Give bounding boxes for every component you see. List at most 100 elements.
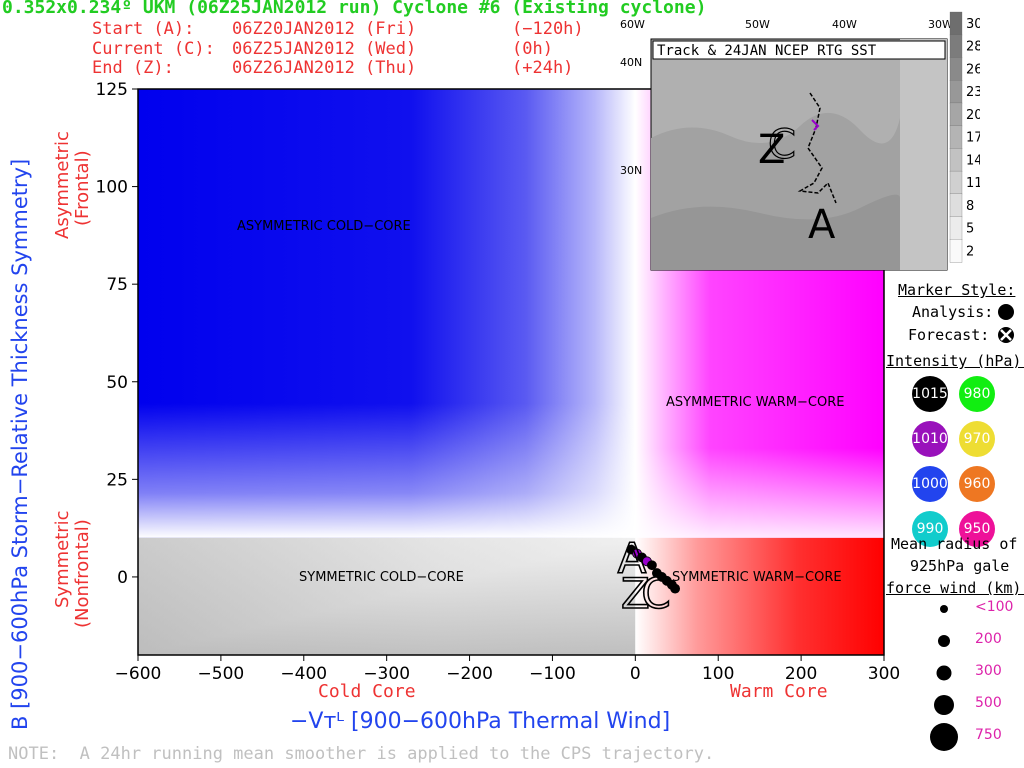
inset-track-line	[797, 92, 837, 204]
colorbar-segment	[949, 11, 963, 36]
radius-dot	[934, 695, 954, 715]
x-sub-cold-core: Cold Core	[318, 681, 416, 702]
x-tick-label: 200	[785, 664, 817, 684]
colorbar-label: 20	[966, 108, 980, 123]
y-tick-label: 75	[106, 275, 128, 295]
legend-radius-title-1: Mean radius of	[891, 535, 1018, 553]
intensity-swatch: 1000	[912, 466, 948, 502]
region-asymmetric-warm-core: ASYMMETRIC WARM−CORE	[666, 395, 845, 410]
region-asymmetric-cold-core: ASYMMETRIC COLD−CORE	[237, 219, 411, 234]
start-offset: (−120h)	[512, 19, 584, 39]
colorbar-segment	[949, 216, 963, 240]
radius-label: 500	[975, 695, 1002, 711]
legend-analysis: Analysis:	[912, 303, 994, 321]
colorbar-segment	[949, 102, 963, 127]
colorbar-segment	[949, 57, 963, 81]
colorbar-label: 5	[966, 222, 974, 237]
marker-start-a: A	[618, 534, 647, 583]
current-label: Current (C):	[92, 39, 215, 59]
x-tick-label: 0	[630, 664, 641, 684]
x-tick-label: −300	[363, 664, 410, 684]
inset-marker-c: C	[768, 122, 796, 168]
quadrant-asymmetric-cold-fade	[138, 89, 636, 538]
intensity-swatch: 970	[959, 421, 995, 457]
trajectory-points: AZC	[617, 533, 681, 619]
inset-track-segment	[811, 119, 820, 131]
radius-label: 200	[975, 631, 1002, 647]
colorbar-segment	[949, 125, 963, 150]
x-tick-label: 100	[702, 664, 734, 684]
y-sub-nonfrontal: (Nonfrontal)	[72, 519, 93, 628]
radius-dot	[940, 605, 948, 613]
quadrant-symmetric-cold-shade	[138, 537, 636, 655]
current-date: 06Z25JAN2012 (Wed)	[232, 39, 417, 59]
colorbar-segment	[949, 239, 963, 263]
colorbar-label: 14	[966, 153, 980, 168]
radius-label: 300	[975, 663, 1002, 679]
analysis-marker-icon	[998, 304, 1014, 320]
x-tick-label: −100	[529, 664, 576, 684]
trajectory-point	[647, 560, 657, 571]
end-label: End (Z):	[92, 58, 174, 78]
track-inset-map: Track & 24JAN NCEP RTG SST 60W 50W 40W 3…	[620, 11, 980, 271]
y-tick-label: 50	[106, 373, 128, 393]
intensity-swatch: 1015	[912, 376, 948, 412]
y-tick-label: 100	[96, 178, 128, 198]
radius-label: <100	[975, 599, 1014, 615]
current-offset: (0h)	[512, 39, 553, 59]
colorbar-segment	[949, 34, 963, 59]
inset-marker-z: Z	[758, 127, 785, 173]
x-tick-label: −600	[115, 664, 162, 684]
colorbar-segment	[949, 170, 963, 195]
inset-lon-40w: 40W	[832, 18, 857, 31]
colorbar-label: 28	[966, 40, 980, 55]
legend-marker-style: Marker Style:	[898, 281, 1016, 299]
inset-lon-60w: 60W	[620, 18, 645, 31]
region-symmetric-cold-core: SYMMETRIC COLD−CORE	[299, 570, 464, 585]
axis-ticks: −600 −500 −400 −300 −200 −100 0 100 200 300 125 100…	[96, 80, 901, 684]
y-tick-label: 125	[96, 80, 128, 100]
intensity-swatch: 960	[959, 466, 995, 502]
y-tick-label: 25	[106, 470, 128, 490]
colorbar-label: 2	[966, 244, 974, 259]
x-tick-label: −200	[446, 664, 493, 684]
colorbar-segment	[949, 193, 963, 218]
colorbar-segment	[949, 80, 963, 104]
start-date: 06Z20JAN2012 (Fri)	[232, 19, 417, 39]
x-tick-label: −500	[198, 664, 245, 684]
inset-lon-50w: 50W	[745, 18, 770, 31]
colorbar-label: 17	[966, 131, 980, 146]
chart-title: 0.352x0.234º UKM (06Z25JAN2012 run) Cycl…	[2, 0, 707, 18]
inset-marker-a: A	[808, 202, 836, 248]
y-sub-asymmetric: Asymmetric	[52, 131, 73, 239]
intensity-swatch: 980	[959, 376, 995, 412]
inset-lon-30w: 30W	[928, 18, 953, 31]
radius-dot	[938, 635, 950, 647]
radius-label: 750	[975, 727, 1002, 743]
colorbar-label: 30	[966, 17, 980, 32]
x-tick-label: 300	[868, 664, 900, 684]
trajectory-point	[670, 583, 681, 594]
marker-end-z: Z	[621, 569, 650, 618]
x-axis-label: −Vᴛᴸ [900−600hPa Thermal Wind]	[290, 709, 671, 734]
x-sub-warm-core: Warm Core	[730, 681, 828, 702]
start-label: Start (A):	[92, 19, 195, 39]
intensity-swatch: 950	[959, 511, 995, 547]
inset-lat-30n: 30N	[620, 164, 642, 177]
y-sub-frontal: (Frontal)	[72, 150, 93, 226]
intensity-swatch: 990	[912, 511, 948, 547]
plot-frame	[137, 88, 885, 656]
inset-title: Track & 24JAN NCEP RTG SST	[657, 43, 877, 59]
y-axis-label: B [900−600hPa Storm−Relative Thickness S…	[8, 158, 32, 730]
inset-lat-40n: 40N	[620, 56, 642, 69]
sst-colorbar: 30 28 26 23 20 17 14 11 8 5 2	[949, 11, 980, 263]
radius-dot	[936, 665, 952, 681]
region-symmetric-warm-core: SYMMETRIC WARM−CORE	[672, 570, 842, 585]
forecast-marker-icon	[998, 327, 1014, 343]
x-tick-label: −400	[280, 664, 327, 684]
end-offset: (+24h)	[512, 58, 574, 78]
legend-intensity-title: Intensity (hPa):	[886, 352, 1024, 370]
intensity-swatch: 1010	[912, 421, 948, 457]
legend-radius-title-3: force wind (km):	[886, 579, 1024, 597]
y-sub-symmetric: Symmetric	[52, 510, 73, 608]
